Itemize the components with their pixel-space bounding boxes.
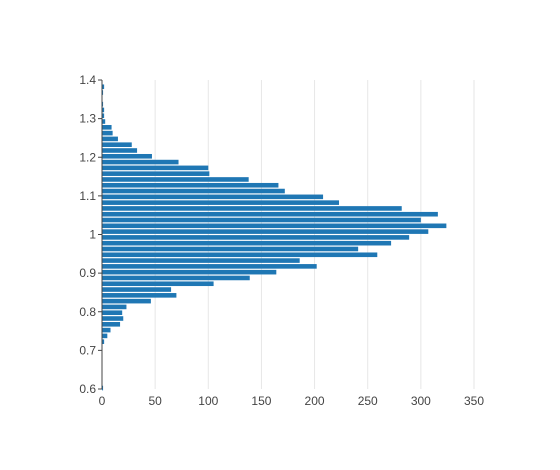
histogram-bar xyxy=(102,211,438,217)
histogram-bar xyxy=(102,125,112,130)
histogram-bar xyxy=(102,165,209,171)
x-tick-label: 200 xyxy=(305,394,325,408)
histogram-bar xyxy=(102,258,300,263)
histogram-bar xyxy=(102,281,214,287)
y-tick-label: 0.7 xyxy=(79,343,96,357)
histogram-bar xyxy=(102,287,172,292)
histogram-bar xyxy=(102,333,108,339)
histogram-bar xyxy=(102,177,249,182)
histogram-bar xyxy=(102,148,138,153)
histogram-bar xyxy=(102,246,359,252)
histogram-bar xyxy=(102,235,410,240)
histogram-bar xyxy=(102,182,279,188)
bar-layer xyxy=(102,84,447,391)
histogram-bar xyxy=(102,293,177,298)
histogram-bar xyxy=(102,275,250,281)
x-tick-label: 250 xyxy=(358,394,378,408)
histogram-bar xyxy=(102,171,210,176)
y-tick-label: 1.4 xyxy=(79,73,96,87)
y-tick-label: 1.3 xyxy=(79,112,96,126)
x-tick-label: 150 xyxy=(251,394,271,408)
histogram-bar xyxy=(102,339,105,344)
x-tick-label: 100 xyxy=(198,394,218,408)
x-tick-label: 350 xyxy=(464,394,484,408)
y-tick-label: 0.9 xyxy=(79,266,96,280)
grid-layer xyxy=(154,80,475,389)
histogram-bar xyxy=(102,113,105,119)
histogram-bar xyxy=(102,101,104,107)
axis-layer xyxy=(98,79,103,390)
histogram-bar xyxy=(102,90,104,95)
histogram-bar xyxy=(102,136,118,142)
histogram-bar xyxy=(102,304,127,310)
x-tick-label: 300 xyxy=(411,394,431,408)
histogram-bar xyxy=(102,107,105,113)
histogram-bar xyxy=(102,194,324,200)
histogram-bar xyxy=(102,153,152,159)
histogram-bar xyxy=(102,322,121,327)
y-tick-label: 1 xyxy=(89,228,96,242)
x-tick-label: 50 xyxy=(148,394,162,408)
histogram-bar xyxy=(102,310,123,316)
histogram-bar xyxy=(102,269,277,275)
histogram-bar xyxy=(102,385,104,391)
histogram-bar xyxy=(102,119,106,124)
histogram-bar xyxy=(102,159,179,165)
histogram-bar xyxy=(102,327,111,333)
histogram-bar xyxy=(102,206,402,211)
histogram-bar xyxy=(102,84,105,90)
y-tick-label: 0.6 xyxy=(79,382,96,396)
histogram-bar xyxy=(102,229,429,234)
histogram-bar xyxy=(102,264,317,269)
histogram-bar xyxy=(102,217,421,223)
y-tick-label: 0.8 xyxy=(79,305,96,319)
y-tick-label: 1.2 xyxy=(79,150,96,164)
histogram-bar xyxy=(102,316,124,321)
histogram-bar xyxy=(102,200,340,205)
histogram-bar xyxy=(102,142,132,147)
histogram-bar xyxy=(102,298,151,304)
histogram-bar xyxy=(102,240,392,246)
histogram-bar xyxy=(102,188,285,194)
histogram-bar xyxy=(102,130,113,136)
histogram-bar xyxy=(102,252,378,258)
y-tick-label: 1.1 xyxy=(79,189,96,203)
x-tick-label: 0 xyxy=(99,394,106,408)
histogram-bar xyxy=(102,223,447,229)
tick-label-layer: 0 50 100 150 200 250 300 350 0.6 0.7 0.8 0.9 1 1.1 1.2… xyxy=(79,73,484,408)
